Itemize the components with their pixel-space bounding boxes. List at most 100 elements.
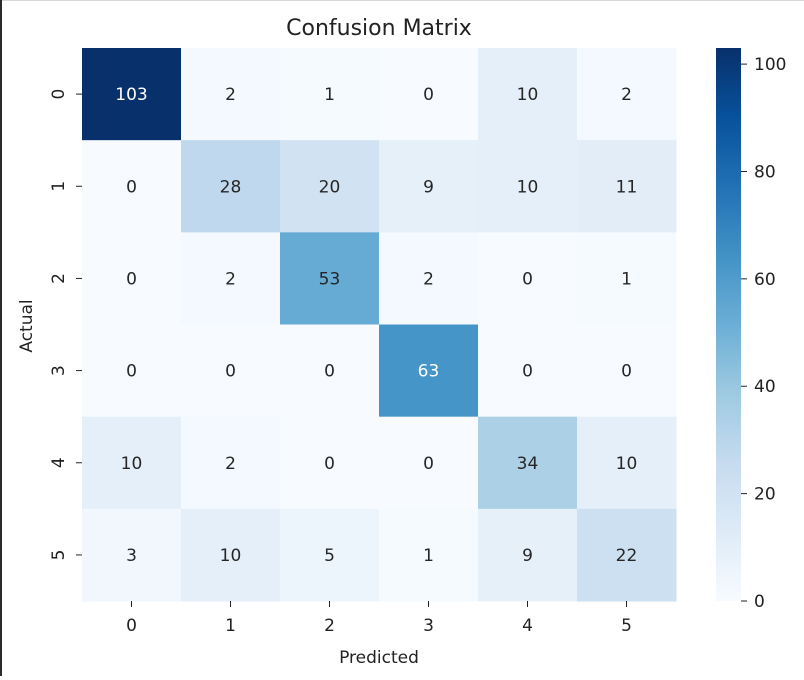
- cell-label-r2-c1: 2: [225, 269, 236, 289]
- cell-label-r0-c4: 10: [517, 85, 539, 105]
- cell-label-r2-c0: 0: [126, 269, 137, 289]
- y-tick-label-1: 1: [49, 181, 69, 192]
- heatmap-cell-r0-c3: [379, 48, 479, 141]
- colorbar-tick-label-0: 0: [754, 592, 765, 612]
- heatmap-cell-r3-c5: [577, 324, 677, 418]
- heatmap-cell-r0-c4: [478, 48, 578, 141]
- heatmap-cell-r2-c0: [82, 232, 182, 326]
- colorbar-tick-label-40: 40: [754, 377, 776, 397]
- y-tick-label-0: 0: [49, 89, 69, 100]
- cell-label-r3-c2: 0: [324, 362, 335, 382]
- y-axis-ticks: 0 1 2 3 4 5: [49, 89, 82, 561]
- heatmap-cell-r5-c4: [478, 508, 578, 602]
- cell-label-r3-c3: 63: [418, 362, 440, 382]
- heatmap-cell-r3-c1: [181, 324, 281, 418]
- cell-label-r0-c1: 2: [225, 85, 236, 105]
- colorbar-tick-label-60: 60: [754, 270, 776, 290]
- chart-title: Confusion Matrix: [286, 16, 472, 41]
- colorbar-tick-label-80: 80: [754, 162, 776, 182]
- cell-label-r0-c5: 2: [621, 85, 632, 105]
- cell-label-r1-c3: 9: [423, 177, 434, 197]
- y-tick-label-5: 5: [49, 550, 69, 561]
- heatmap-cell-r5-c5: [577, 508, 677, 602]
- heatmap-cell-r3-c3: [379, 324, 479, 418]
- heatmap-cell-r2-c1: [181, 232, 281, 326]
- x-tick-label-3: 3: [423, 616, 434, 636]
- y-tick-label-4: 4: [49, 457, 69, 468]
- cell-label-r4-c4: 34: [517, 454, 539, 474]
- heatmap-cell-r1-c1: [181, 140, 281, 233]
- x-axis-ticks: 0 1 2 3 4 5: [126, 601, 632, 636]
- y-axis-label: Actual: [17, 299, 37, 352]
- colorbar-ticks: 0 20 40 60 80 100: [741, 55, 786, 612]
- frame-top-border: [0, 0, 804, 1]
- x-tick-label-0: 0: [126, 616, 137, 636]
- heatmap-cell-r3-c4: [478, 324, 578, 418]
- cell-label-r1-c5: 11: [616, 177, 638, 197]
- cell-label-r4-c3: 0: [423, 454, 434, 474]
- x-axis-label: Predicted: [339, 648, 419, 668]
- cell-label-r3-c4: 0: [522, 362, 533, 382]
- colorbar-tick-label-20: 20: [754, 485, 776, 505]
- cell-label-r2-c3: 2: [423, 269, 434, 289]
- heatmap-cell-r5-c1: [181, 508, 281, 602]
- heatmap-cell-r1-c5: [577, 140, 677, 233]
- cell-label-r1-c4: 10: [517, 177, 539, 197]
- cell-label-r5-c4: 9: [522, 546, 533, 566]
- cell-label-r5-c3: 1: [423, 546, 434, 566]
- cell-label-r1-c0: 0: [126, 177, 137, 197]
- x-tick-label-5: 5: [621, 616, 632, 636]
- heatmap-cell-r1-c2: [280, 140, 380, 233]
- heatmap-cell-r0-c1: [181, 48, 281, 141]
- frame-left-border: [0, 0, 2, 676]
- cell-label-r2-c5: 1: [621, 269, 632, 289]
- heatmap-cell-r5-c0: [82, 508, 182, 602]
- x-tick-label-2: 2: [324, 616, 335, 636]
- heatmap-cell-r4-c5: [577, 416, 677, 510]
- heatmap-cell-r5-c3: [379, 508, 479, 602]
- heatmap-cells: [82, 48, 677, 602]
- heatmap-cell-r1-c4: [478, 140, 578, 233]
- colorbar: [716, 48, 741, 601]
- x-tick-label-1: 1: [225, 616, 236, 636]
- heatmap-cell-r0-c0: [82, 48, 182, 141]
- cell-label-r1-c2: 20: [319, 177, 341, 197]
- cell-label-r4-c1: 2: [225, 454, 236, 474]
- cell-label-r0-c2: 1: [324, 85, 335, 105]
- cell-label-r5-c2: 5: [324, 546, 335, 566]
- cell-label-r4-c5: 10: [616, 454, 638, 474]
- y-tick-label-2: 2: [49, 273, 69, 284]
- heatmap-cell-r4-c1: [181, 416, 281, 510]
- cell-label-r0-c0: 103: [115, 85, 147, 105]
- cell-label-r4-c0: 10: [121, 454, 143, 474]
- heatmap-cell-r3-c2: [280, 324, 380, 418]
- cell-label-r2-c2: 53: [319, 269, 341, 289]
- cell-label-r3-c1: 0: [225, 362, 236, 382]
- colorbar-tick-label-100: 100: [754, 55, 786, 75]
- cell-label-r0-c3: 0: [423, 85, 434, 105]
- heatmap-cell-r0-c2: [280, 48, 380, 141]
- cell-label-r5-c5: 22: [616, 546, 638, 566]
- heatmap-cell-r2-c3: [379, 232, 479, 326]
- heatmap-cell-r2-c4: [478, 232, 578, 326]
- cell-label-r5-c1: 10: [220, 546, 242, 566]
- y-tick-label-3: 3: [49, 365, 69, 376]
- heatmap-cell-r1-c3: [379, 140, 479, 233]
- heatmap-cell-r2-c2: [280, 232, 380, 326]
- heatmap-cell-r5-c2: [280, 508, 380, 602]
- x-tick-label-4: 4: [522, 616, 533, 636]
- heatmap-cell-r4-c2: [280, 416, 380, 510]
- cell-label-r3-c5: 0: [621, 362, 632, 382]
- cell-label-r3-c0: 0: [126, 362, 137, 382]
- heatmap-cell-r2-c5: [577, 232, 677, 326]
- cell-label-r1-c1: 28: [220, 177, 242, 197]
- cell-label-r4-c2: 0: [324, 454, 335, 474]
- heatmap-cell-r4-c0: [82, 416, 182, 510]
- heatmap-cell-r1-c0: [82, 140, 182, 233]
- cell-label-r2-c4: 0: [522, 269, 533, 289]
- heatmap-cell-r4-c3: [379, 416, 479, 510]
- cell-label-r5-c0: 3: [126, 546, 137, 566]
